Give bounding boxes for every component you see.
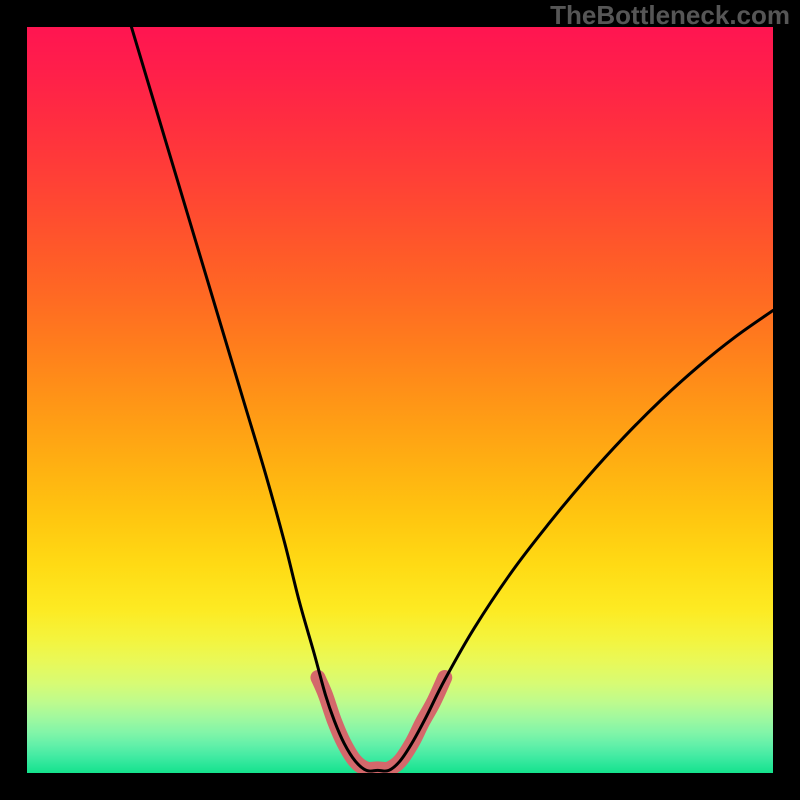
bottleneck-curve (131, 27, 773, 771)
watermark-text: TheBottleneck.com (550, 0, 790, 31)
background-gradient (27, 27, 773, 773)
plot-area (27, 27, 773, 773)
chart-canvas: TheBottleneck.com (0, 0, 800, 800)
curve-layer (27, 27, 773, 773)
highlight-segment (318, 678, 445, 770)
